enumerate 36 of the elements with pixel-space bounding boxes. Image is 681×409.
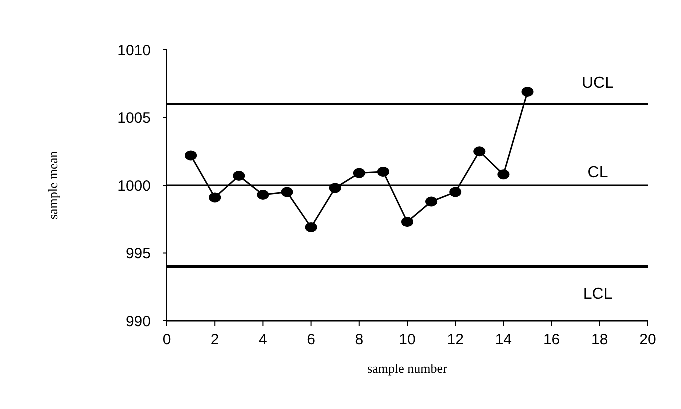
x-tick-label: 0 (162, 332, 172, 349)
point (185, 150, 198, 161)
y-tick-label: 995 (126, 246, 151, 263)
point (329, 183, 342, 194)
x-tick-label: 12 (447, 332, 464, 349)
x-tick-label: 16 (543, 332, 560, 349)
x-tick-label: 2 (210, 332, 220, 349)
x-axis-title: sample number (368, 361, 448, 376)
point (377, 166, 390, 177)
ref-line-label: LCL (583, 286, 613, 303)
point (281, 187, 294, 198)
x-tick-label: 10 (399, 332, 416, 349)
ref-line-label: UCL (582, 75, 614, 92)
point (353, 168, 366, 178)
y-axis-title: sample mean (46, 150, 61, 220)
point (522, 87, 534, 98)
y-tick-label: 990 (126, 313, 151, 330)
point (305, 222, 318, 233)
ref-line-label: CL (588, 164, 608, 182)
point (257, 190, 270, 200)
x-tick-label: 14 (495, 332, 512, 349)
point (426, 196, 438, 207)
x-tick-label: 4 (259, 332, 268, 349)
x-tick-label: 20 (640, 332, 656, 349)
y-tick-label: 1000 (118, 178, 151, 195)
point (209, 192, 222, 203)
point (402, 217, 414, 228)
point (474, 146, 486, 157)
point (233, 171, 246, 182)
x-tick-label: 18 (592, 332, 608, 349)
y-tick-label: 1010 (118, 42, 151, 60)
point (450, 187, 462, 198)
x-tick-label: 6 (307, 332, 316, 349)
x-tick-label: 8 (355, 332, 364, 349)
point (498, 170, 510, 180)
y-tick-label: 1005 (118, 110, 151, 128)
